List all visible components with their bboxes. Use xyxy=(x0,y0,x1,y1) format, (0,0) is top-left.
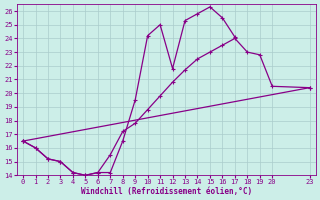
X-axis label: Windchill (Refroidissement éolien,°C): Windchill (Refroidissement éolien,°C) xyxy=(81,187,252,196)
